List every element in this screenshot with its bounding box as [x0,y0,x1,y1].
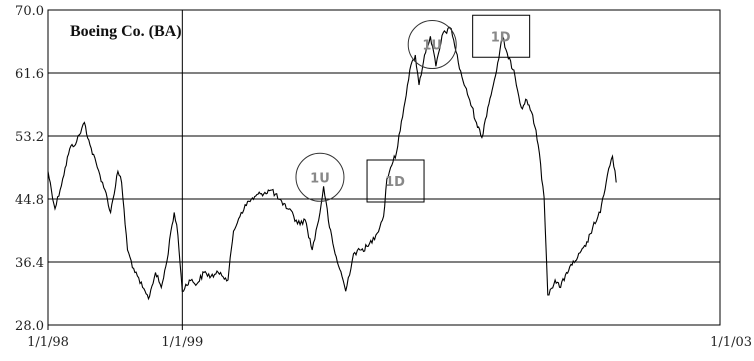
x-tick-label: 1/1/99 [161,335,203,350]
y-axis-ticks: 28.0 36.4 44.8 53.2 61.6 70.0 [15,4,44,334]
y-tick-label: 36.4 [15,256,44,271]
x-axis-ticks: 1/1/981/1/991/1/001/1/011/1/021/1/03 [27,335,752,350]
annotation-circle [295,152,345,202]
annotation-label: 1U [422,39,442,54]
annotation-label: 1D [491,30,511,45]
annotation-label: 1D [385,175,405,190]
y-tick-label: 70.0 [15,4,44,19]
chart-title: Boeing Co. (BA) [70,23,182,40]
grid [47,9,720,330]
annotation-label: 1U [310,171,330,186]
x-tick-label: 1/1/03 [710,335,752,350]
annotation-box [366,159,425,203]
y-tick-label: 53.2 [15,130,44,145]
plot-frame [47,9,721,326]
price-series-line [47,26,617,301]
y-tick-label: 28.0 [15,319,44,334]
annotation-circle [407,20,457,69]
annotations: 1U 1D 1U 1D [295,14,531,203]
annotation-box [472,14,531,58]
x-tick-label: 1/1/98 [27,335,69,350]
y-tick-label: 44.8 [15,193,44,208]
y-tick-label: 61.6 [15,67,44,82]
